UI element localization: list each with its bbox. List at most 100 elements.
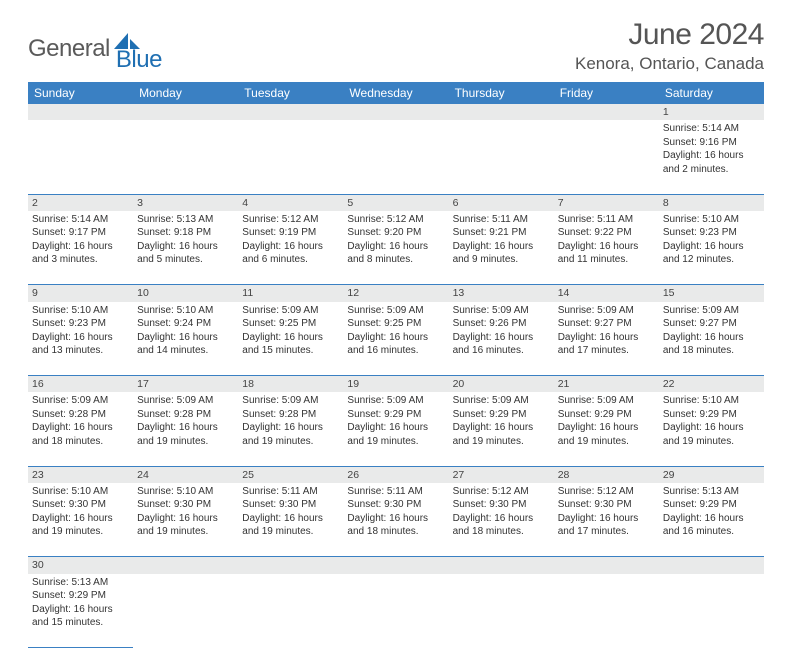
day-number: 24: [137, 469, 149, 481]
sunset-line: Sunset: 9:29 PM: [347, 408, 444, 422]
sunset-line: Sunset: 9:30 PM: [137, 498, 234, 512]
day-number-cell: 18: [238, 376, 343, 393]
sunset-line: Sunset: 9:26 PM: [453, 317, 550, 331]
daylight-line-2: and 18 minutes.: [32, 435, 129, 449]
sunset-line: Sunset: 9:28 PM: [32, 408, 129, 422]
daylight-line: Daylight: 16 hours: [137, 331, 234, 345]
daylight-line: Daylight: 16 hours: [242, 240, 339, 254]
day-cell: [343, 574, 448, 648]
day-cell: [554, 120, 659, 194]
sunset-line: Sunset: 9:22 PM: [558, 226, 655, 240]
daylight-line: Daylight: 16 hours: [453, 421, 550, 435]
day-cell: Sunrise: 5:09 AMSunset: 9:25 PMDaylight:…: [343, 302, 448, 376]
month-title: June 2024: [575, 18, 764, 52]
day-number-cell: 6: [449, 194, 554, 211]
sunset-line: Sunset: 9:25 PM: [347, 317, 444, 331]
day-number: 11: [242, 287, 253, 299]
sunrise-line: Sunrise: 5:10 AM: [137, 485, 234, 499]
day-number: 13: [453, 287, 465, 299]
daylight-line: Daylight: 16 hours: [242, 331, 339, 345]
sunset-line: Sunset: 9:23 PM: [663, 226, 760, 240]
sunrise-line: Sunrise: 5:09 AM: [32, 394, 129, 408]
day-number-cell: 25: [238, 466, 343, 483]
daylight-line: Daylight: 16 hours: [32, 421, 129, 435]
daylight-line-2: and 16 minutes.: [663, 525, 760, 539]
daylight-line-2: and 6 minutes.: [242, 253, 339, 267]
sunrise-line: Sunrise: 5:09 AM: [137, 394, 234, 408]
daylight-line-2: and 8 minutes.: [347, 253, 444, 267]
sunset-line: Sunset: 9:30 PM: [32, 498, 129, 512]
daylight-line-2: and 19 minutes.: [137, 435, 234, 449]
day-number: 6: [453, 197, 459, 209]
sunset-line: Sunset: 9:25 PM: [242, 317, 339, 331]
day-number-cell: 2: [28, 194, 133, 211]
daylight-line-2: and 19 minutes.: [347, 435, 444, 449]
day-cell: Sunrise: 5:14 AMSunset: 9:17 PMDaylight:…: [28, 211, 133, 285]
daylight-line: Daylight: 16 hours: [558, 240, 655, 254]
day-number-cell: 29: [659, 466, 764, 483]
day-number-cell: [28, 104, 133, 120]
day-cell: Sunrise: 5:09 AMSunset: 9:28 PMDaylight:…: [238, 392, 343, 466]
sunset-line: Sunset: 9:23 PM: [32, 317, 129, 331]
daylight-line: Daylight: 16 hours: [663, 240, 760, 254]
day-number: 29: [663, 469, 675, 481]
day-cell: Sunrise: 5:13 AMSunset: 9:29 PMDaylight:…: [659, 483, 764, 557]
day-cell: [449, 120, 554, 194]
daylight-line: Daylight: 16 hours: [453, 512, 550, 526]
day-cell: Sunrise: 5:10 AMSunset: 9:24 PMDaylight:…: [133, 302, 238, 376]
sunrise-line: Sunrise: 5:09 AM: [453, 304, 550, 318]
logo-text-blue: Blue: [116, 46, 162, 74]
day-number-cell: [238, 557, 343, 574]
daylight-line: Daylight: 16 hours: [32, 240, 129, 254]
day-cell: Sunrise: 5:11 AMSunset: 9:21 PMDaylight:…: [449, 211, 554, 285]
daylight-line-2: and 12 minutes.: [663, 253, 760, 267]
day-cell: Sunrise: 5:09 AMSunset: 9:27 PMDaylight:…: [659, 302, 764, 376]
daylight-line-2: and 11 minutes.: [558, 253, 655, 267]
day-cell: [449, 574, 554, 648]
day-cell: [554, 574, 659, 648]
sunset-line: Sunset: 9:30 PM: [453, 498, 550, 512]
calendar-header-row: SundayMondayTuesdayWednesdayThursdayFrid…: [28, 82, 764, 104]
weekday-header: Friday: [554, 82, 659, 104]
daylight-line-2: and 19 minutes.: [137, 525, 234, 539]
sunset-line: Sunset: 9:18 PM: [137, 226, 234, 240]
sunset-line: Sunset: 9:19 PM: [242, 226, 339, 240]
daylight-line: Daylight: 16 hours: [663, 512, 760, 526]
day-number-cell: 7: [554, 194, 659, 211]
day-number: 20: [453, 378, 465, 390]
daylight-line-2: and 19 minutes.: [558, 435, 655, 449]
day-cell: Sunrise: 5:10 AMSunset: 9:23 PMDaylight:…: [28, 302, 133, 376]
day-cell: Sunrise: 5:12 AMSunset: 9:30 PMDaylight:…: [449, 483, 554, 557]
day-cell: Sunrise: 5:12 AMSunset: 9:19 PMDaylight:…: [238, 211, 343, 285]
day-cell: Sunrise: 5:09 AMSunset: 9:29 PMDaylight:…: [554, 392, 659, 466]
daylight-line: Daylight: 16 hours: [453, 240, 550, 254]
day-cell: Sunrise: 5:12 AMSunset: 9:30 PMDaylight:…: [554, 483, 659, 557]
daylight-line-2: and 15 minutes.: [32, 616, 129, 630]
sunset-line: Sunset: 9:29 PM: [32, 589, 129, 603]
sunrise-line: Sunrise: 5:12 AM: [242, 213, 339, 227]
day-cell: Sunrise: 5:11 AMSunset: 9:22 PMDaylight:…: [554, 211, 659, 285]
daylight-line-2: and 19 minutes.: [663, 435, 760, 449]
day-cell: Sunrise: 5:13 AMSunset: 9:18 PMDaylight:…: [133, 211, 238, 285]
day-number: 19: [347, 378, 359, 390]
sunrise-line: Sunrise: 5:14 AM: [32, 213, 129, 227]
daylight-line: Daylight: 16 hours: [242, 512, 339, 526]
sunset-line: Sunset: 9:29 PM: [663, 498, 760, 512]
day-cell: Sunrise: 5:10 AMSunset: 9:30 PMDaylight:…: [28, 483, 133, 557]
sunrise-line: Sunrise: 5:09 AM: [663, 304, 760, 318]
sunrise-line: Sunrise: 5:13 AM: [663, 485, 760, 499]
daylight-line-2: and 17 minutes.: [558, 525, 655, 539]
day-number-cell: 12: [343, 285, 448, 302]
day-cell: Sunrise: 5:11 AMSunset: 9:30 PMDaylight:…: [238, 483, 343, 557]
day-number-cell: 16: [28, 376, 133, 393]
daylight-line: Daylight: 16 hours: [453, 331, 550, 345]
day-number-cell: 15: [659, 285, 764, 302]
daylight-line: Daylight: 16 hours: [347, 421, 444, 435]
sunrise-line: Sunrise: 5:10 AM: [32, 485, 129, 499]
daylight-line: Daylight: 16 hours: [347, 512, 444, 526]
daylight-line-2: and 16 minutes.: [453, 344, 550, 358]
day-number-cell: 30: [28, 557, 133, 574]
day-number-cell: 26: [343, 466, 448, 483]
sunrise-line: Sunrise: 5:09 AM: [347, 394, 444, 408]
title-block: June 2024 Kenora, Ontario, Canada: [575, 18, 764, 74]
